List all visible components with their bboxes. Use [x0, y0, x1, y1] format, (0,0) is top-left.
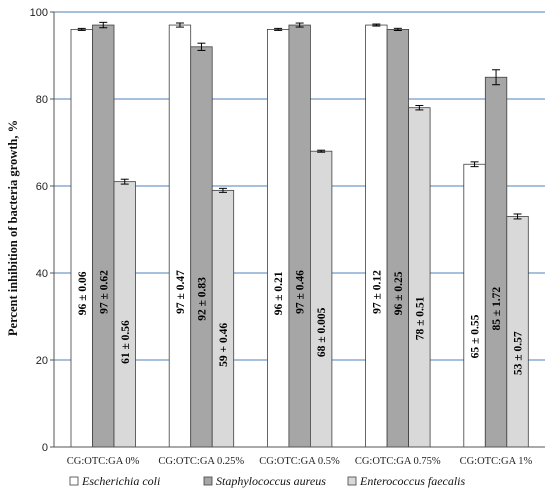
y-axis-label: Percent inhibition of bacteria growth, %	[6, 120, 20, 336]
y-tick-label: 80	[36, 94, 48, 106]
x-tick-label: CG:OTC:GA 0%	[67, 456, 140, 467]
data-label-0-1: 97 ± 0.47	[175, 270, 187, 314]
data-label-0-2: 96 ± 0.21	[273, 271, 285, 315]
y-tick-label: 60	[36, 181, 48, 193]
legend-label-0: Escherichia coli	[81, 474, 160, 488]
x-tick-label: CG:OTC:GA 0.25%	[158, 456, 244, 467]
legend-label-1: Staphylococcus aureus	[216, 474, 326, 488]
legend-swatch-1	[203, 476, 213, 486]
data-label-0-4: 65 ± 0.55	[470, 314, 482, 358]
x-tick-label: CG:OTC:GA 0.75%	[355, 456, 441, 467]
bar-1-2	[288, 24, 311, 448]
y-tick-label: 40	[36, 268, 48, 280]
axes	[53, 12, 545, 448]
data-label-2-1: 59 + 0.46	[218, 323, 230, 367]
data-label-2-3: 78 ± 0.51	[414, 296, 426, 340]
legend-label-2: Enterococcus faecalis	[359, 474, 466, 488]
bar-1-1	[190, 46, 213, 448]
data-label-0-3: 97 ± 0.12	[371, 270, 383, 314]
y-tick-label: 20	[36, 355, 48, 367]
bar-1-3	[386, 28, 410, 448]
bar-2-2	[309, 150, 333, 448]
bar-1-0	[92, 24, 115, 448]
y-tick-labels: 0 20 40 60 80 100	[30, 7, 54, 454]
legend-swatch-2	[347, 476, 357, 486]
bar-2-3	[408, 107, 431, 448]
data-label-2-4: 53 ± 0.57	[513, 331, 525, 375]
bar-0-2	[266, 28, 290, 448]
y-tick-label: 0	[42, 442, 48, 454]
x-tick-labels: CG:OTC:GA 0% CG:OTC:GA 0.25% CG:OTC:GA 0.5…	[67, 456, 533, 467]
x-tick-label: CG:OTC:GA 0.5%	[259, 456, 340, 467]
data-label-1-4: 85 ± 1.72	[491, 287, 503, 331]
y-tick-label: 100	[30, 7, 48, 19]
data-label-1-3: 96 ± 0.25	[393, 271, 405, 315]
bar-0-4	[463, 163, 486, 448]
data-label-2-0: 61 ± 0.56	[120, 320, 132, 364]
bar-2-1	[211, 189, 235, 448]
bar-1-4	[484, 76, 508, 448]
data-label-2-2: 68 ± 0.005	[316, 307, 328, 357]
legend: Escherichia coli Staphylococcus aureus Ent…	[69, 474, 466, 488]
data-label-1-1: 92 ± 0.83	[196, 277, 208, 321]
data-label-0-0: 96 ± 0.06	[77, 271, 89, 315]
data-label-1-0: 97 ± 0.62	[98, 270, 110, 314]
bar-0-3	[365, 24, 388, 448]
bar-0-1	[168, 24, 192, 448]
bars: 96 ± 0.06 97 ± 0.62 61 ± 0.56 97 ± 0.47 92 ±…	[70, 21, 529, 448]
data-label-1-2: 97 ± 0.46	[295, 270, 307, 314]
x-tick-label: CG:OTC:GA 1%	[460, 456, 533, 467]
bar-0-0	[70, 28, 93, 448]
legend-swatch-0	[69, 476, 79, 486]
bar-2-0	[113, 181, 136, 448]
